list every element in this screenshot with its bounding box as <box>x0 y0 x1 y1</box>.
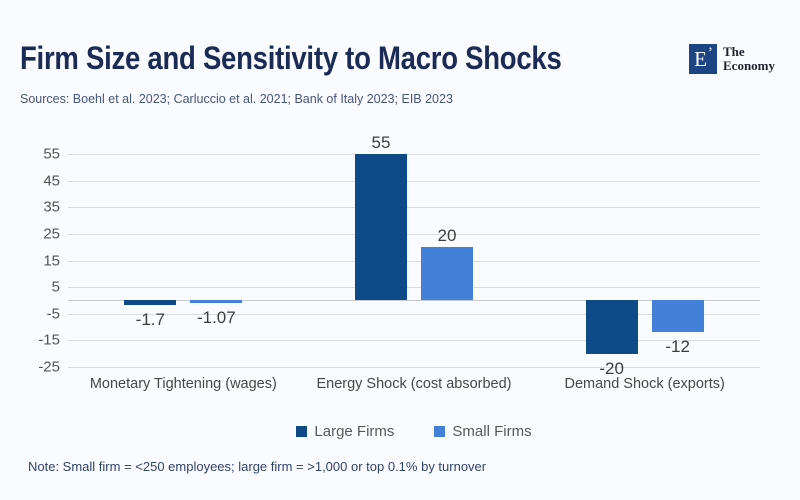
y-tick-label: -25 <box>38 358 60 376</box>
bar-small-firms <box>190 300 243 304</box>
plot-area: -1.7 55 -20 -1.07 20 -12 <box>68 133 760 378</box>
y-axis-ticks: 55 45 35 25 15 5 -5 -15 -25 <box>0 146 60 376</box>
y-tick-label: -5 <box>46 305 60 323</box>
category-label: Monetary Tightening (wages) <box>89 376 277 392</box>
data-label: 20 <box>437 226 457 246</box>
zero-axis-line <box>68 300 760 302</box>
logo-accent: ’ <box>707 44 713 61</box>
logo-wordmark-line1: The <box>723 44 745 59</box>
category-labels: Monetary Tightening (wages) Energy Shock … <box>68 376 760 396</box>
bar-small-firms <box>421 247 473 301</box>
data-label: -1.7 <box>135 309 165 329</box>
gridline <box>68 233 760 235</box>
logo-wordmark: The Economy <box>723 45 775 73</box>
gridline <box>68 154 760 155</box>
y-tick-label: 55 <box>43 145 60 163</box>
y-tick-label: 5 <box>51 278 60 296</box>
note-line: Note: Small firm = <250 employees; large… <box>28 459 487 474</box>
y-tick-label: 25 <box>43 225 60 243</box>
gridline <box>68 260 760 262</box>
category-label: Energy Shock (cost absorbed) <box>316 376 512 392</box>
y-tick-label: -15 <box>38 331 60 349</box>
gridline <box>68 340 760 342</box>
logo-letter: E <box>694 46 707 71</box>
y-tick-label: 15 <box>43 252 60 269</box>
data-label: 55 <box>371 133 391 152</box>
gridline <box>68 180 760 182</box>
gridline <box>68 287 760 289</box>
gridline <box>68 313 760 315</box>
legend-label: Small Firms <box>452 423 532 440</box>
gridline <box>68 367 760 368</box>
legend: Large Firms Small Firms <box>68 423 760 440</box>
legend-swatch <box>434 426 446 437</box>
bar-small-firms <box>651 300 704 333</box>
bar-large-firms <box>124 300 177 305</box>
data-label: -12 <box>665 337 690 357</box>
legend-item: Large Firms <box>296 423 394 440</box>
legend-label: Large Firms <box>314 423 395 440</box>
the-economy-logo-icon: E’ <box>689 44 717 74</box>
category-label: Demand Shock (exports) <box>564 376 725 392</box>
data-label: -20 <box>599 358 624 378</box>
bar-large-firms <box>585 300 638 354</box>
logo-wordmark-line2: Economy <box>723 58 775 73</box>
bar-large-firms <box>355 154 407 301</box>
legend-swatch <box>296 426 308 437</box>
legend-item: Small Firms <box>434 423 532 440</box>
data-label: -1.07 <box>196 308 236 328</box>
gridline <box>68 207 760 209</box>
sources-line: Sources: Boehl et al. 2023; Carluccio et… <box>20 92 453 106</box>
y-tick-label: 35 <box>43 198 60 216</box>
y-tick-label: 45 <box>43 172 60 190</box>
chart-title: Firm Size and Sensitivity to Macro Shock… <box>20 40 562 76</box>
